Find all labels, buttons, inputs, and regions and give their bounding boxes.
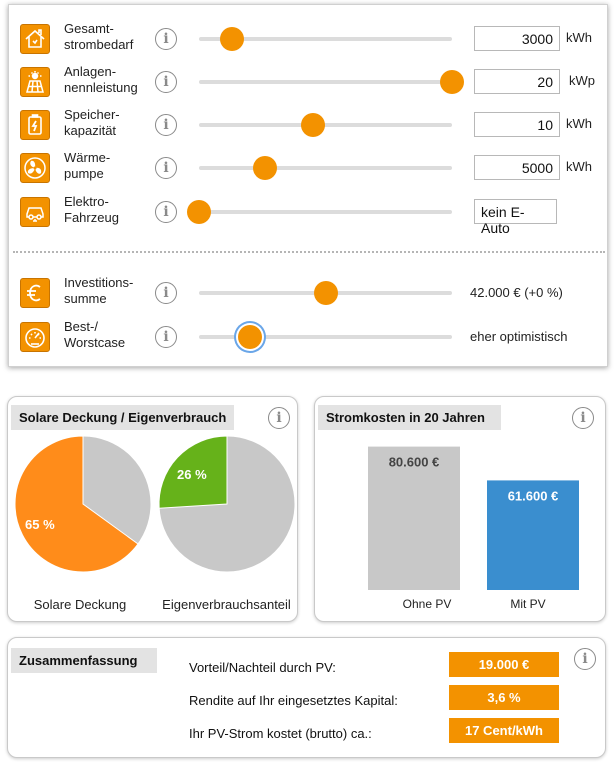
slider-handle[interactable] xyxy=(313,281,338,305)
slider-handle[interactable] xyxy=(300,113,325,137)
input-waermepumpe[interactable]: 5000 xyxy=(474,155,560,180)
control-row-waermepumpe: Wärme-pumpe i 5000 kWh xyxy=(9,148,609,188)
input-gesamtstrombedarf[interactable]: 3000 xyxy=(474,26,560,51)
pie-eigenverbrauch: 26 % xyxy=(158,435,296,573)
slider-handle[interactable] xyxy=(237,325,262,349)
slider-handle[interactable] xyxy=(440,70,464,94)
summary-label-rendite: Rendite auf Ihr eingesetztes Kapital: xyxy=(189,693,398,708)
input-anlagennennleistung[interactable]: 20 xyxy=(474,69,560,94)
label-line2: pumpe xyxy=(64,166,104,181)
summary-card: Zusammenfassung i Vorteil/Nachteil durch… xyxy=(7,637,606,758)
info-icon[interactable]: i xyxy=(268,407,290,429)
label-line1: Investitions- xyxy=(64,275,134,290)
gauge-icon xyxy=(20,322,50,352)
solar-coverage-card: Solare Deckung / Eigenverbrauch i 65 % 2… xyxy=(7,396,298,622)
pie-value-slice xyxy=(14,435,139,573)
slider-investitionssumme[interactable] xyxy=(199,281,452,305)
pie-right-caption: Eigenverbrauchsanteil xyxy=(162,597,291,612)
info-icon[interactable]: i xyxy=(574,648,596,670)
control-row-elektrofahrzeug: Elektro- Fahrzeug i kein E-Auto xyxy=(9,192,609,236)
battery-icon xyxy=(20,110,50,140)
slider-bestworstcase[interactable] xyxy=(199,325,452,349)
label-line1: Gesamt- xyxy=(64,21,114,36)
summary-label-vorteil: Vorteil/Nachteil durch PV: xyxy=(189,660,336,675)
bar-caption-ohne-pv: Ohne PV xyxy=(402,597,452,611)
card-title: Zusammenfassung xyxy=(11,648,158,673)
info-icon[interactable]: i xyxy=(155,282,177,304)
label-line2: Worstcase xyxy=(64,335,126,350)
summary-value-vorteil: 19.000 € xyxy=(449,652,559,677)
info-icon[interactable]: i xyxy=(572,407,594,429)
control-row-investitionssumme: Investitions-summe i 42.000 € (+0 %) xyxy=(9,273,609,313)
house-icon xyxy=(20,24,50,54)
summary-label-stromkosten: Ihr PV-Strom kostet (brutto) ca.: xyxy=(189,726,372,741)
label-line2: summe xyxy=(64,291,107,306)
label-line2: nennleistung xyxy=(64,80,138,95)
bar-1 xyxy=(487,480,579,590)
slider-handle[interactable] xyxy=(252,156,277,180)
bar-value-label-0: 80.600 € xyxy=(389,455,440,470)
configuration-panel: Gesamt-strombedarf i 3000 kWh Anlagen-ne… xyxy=(8,4,608,367)
control-row-bestworstcase: Best-/Worstcase i eher optimistisch xyxy=(9,317,609,357)
unit-label: kWh xyxy=(566,30,592,45)
pie-charts: 65 % 26 % xyxy=(14,435,296,573)
info-icon[interactable]: i xyxy=(155,114,177,136)
info-icon[interactable]: i xyxy=(155,201,177,223)
electricity-cost-card: Stromkosten in 20 Jahren i 80.600 € 61.60… xyxy=(314,396,606,622)
input-speicherkapazitaet[interactable]: 10 xyxy=(474,112,560,137)
unit-label: kWh xyxy=(566,159,592,174)
info-icon[interactable]: i xyxy=(155,71,177,93)
label-line1: Elektro- xyxy=(64,194,109,209)
slider-speicherkapazitaet[interactable] xyxy=(199,113,452,137)
section-divider xyxy=(13,251,605,253)
info-icon[interactable]: i xyxy=(155,157,177,179)
pie-right-value-label: 26 % xyxy=(177,467,207,482)
bar-chart: 80.600 € 61.600 € xyxy=(368,446,579,590)
bar-caption-mit-pv: Mit PV xyxy=(510,597,546,611)
pie-left-caption: Solare Deckung xyxy=(33,597,127,612)
pie-left-value-label: 65 % xyxy=(25,517,55,532)
summary-value-stromkosten: 17 Cent/kWh xyxy=(449,718,559,743)
label-line1: Speicher- xyxy=(64,107,120,122)
unit-label: kWp xyxy=(569,73,595,88)
euro-icon xyxy=(20,278,50,308)
fan-icon xyxy=(20,153,50,183)
summary-value-rendite: 3,6 % xyxy=(449,685,559,710)
investment-value: 42.000 € (+0 %) xyxy=(470,285,563,300)
scenario-value: eher optimistisch xyxy=(470,329,568,344)
bar-0 xyxy=(368,446,460,590)
label-line2: kapazität xyxy=(64,123,117,138)
info-icon[interactable]: i xyxy=(155,28,177,50)
solar-panel-icon xyxy=(20,67,50,97)
pie-solare-deckung: 65 % xyxy=(14,435,152,573)
label-line1: Anlagen- xyxy=(64,64,117,79)
label-line1: Wärme- xyxy=(64,150,111,165)
slider-gesamtstrombedarf[interactable] xyxy=(199,27,452,51)
control-row-speicherkapazitaet: Speicher-kapazität i 10 kWh xyxy=(9,105,609,145)
label-line1: Best-/ xyxy=(64,319,98,334)
car-icon xyxy=(20,197,50,227)
card-title: Stromkosten in 20 Jahren xyxy=(318,405,501,430)
slider-elektrofahrzeug[interactable] xyxy=(187,200,452,224)
control-row-gesamtstrombedarf: Gesamt-strombedarf i 3000 kWh xyxy=(9,19,609,59)
control-row-anlagennennleistung: Anlagen-nennleistung i 20 kWp xyxy=(9,62,609,102)
card-title: Solare Deckung / Eigenverbrauch xyxy=(11,405,235,430)
pie-value-slice xyxy=(158,435,228,509)
label-line2: Fahrzeug xyxy=(64,210,119,225)
info-icon[interactable]: i xyxy=(155,326,177,348)
unit-label: kWh xyxy=(566,116,592,131)
bar-value-label-1: 61.600 € xyxy=(508,488,559,503)
slider-handle[interactable] xyxy=(187,200,211,224)
slider-anlagennennleistung[interactable] xyxy=(199,70,464,94)
slider-waermepumpe[interactable] xyxy=(199,156,452,180)
select-elektrofahrzeug[interactable]: kein E-Auto xyxy=(474,199,557,236)
label-line2: strombedarf xyxy=(64,37,134,52)
slider-handle[interactable] xyxy=(219,27,244,51)
